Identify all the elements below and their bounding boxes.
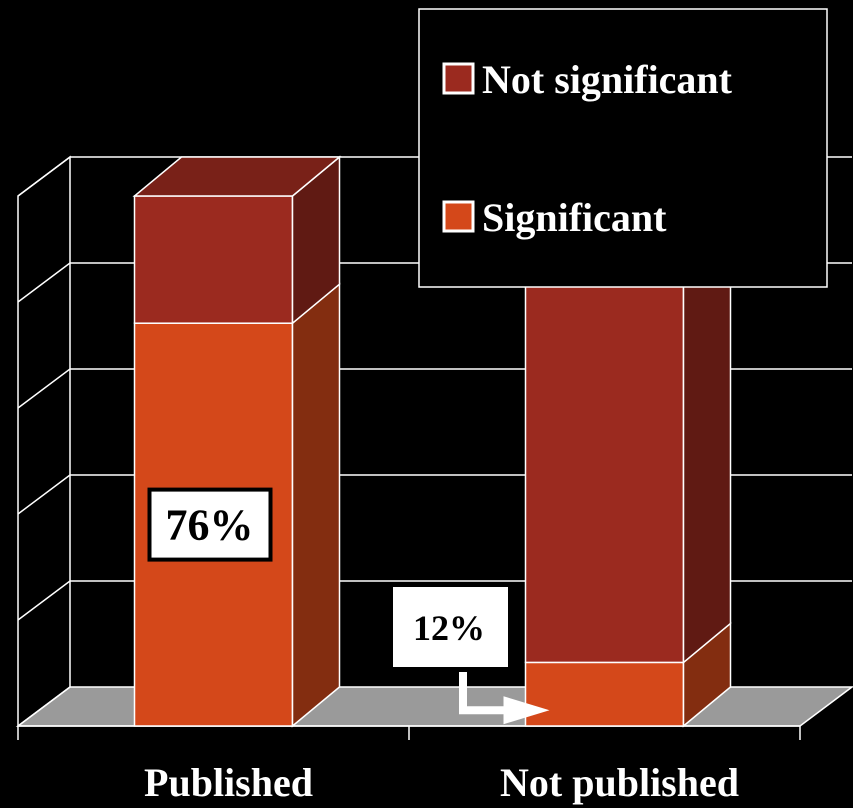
category-labels: Published Not published xyxy=(144,760,739,805)
bar-not-published-significant-front xyxy=(524,661,685,727)
data-label-published-significant: 76% xyxy=(147,487,273,562)
bar-not-published-significant xyxy=(524,621,732,728)
legend-swatch-not-significant xyxy=(442,62,475,95)
bar-stack-published xyxy=(132,155,342,728)
data-label-not-published-significant-arrow-shaft xyxy=(459,672,516,715)
data-label-not-published-significant-text: 12% xyxy=(413,608,485,648)
bar-published-not-significant-front xyxy=(133,195,294,324)
bar-published-not-significant-top xyxy=(132,156,342,197)
legend-swatch-significant xyxy=(442,200,475,233)
legend-box xyxy=(418,8,828,288)
bar-published-significant-side xyxy=(291,282,341,728)
legend-label-not-significant: Not significant xyxy=(482,57,733,102)
data-label-published-significant-text: 76% xyxy=(166,501,254,550)
legend-item-not-significant: Not significant xyxy=(442,57,733,102)
bar-published-not-significant xyxy=(132,155,342,325)
category-label-published: Published xyxy=(144,760,313,805)
category-label-not-published: Not published xyxy=(500,760,739,805)
legend-item-significant: Significant xyxy=(442,195,667,240)
chart-left-wall xyxy=(17,155,71,728)
data-label-not-published-significant-box xyxy=(391,585,510,669)
data-label-not-published-significant-arrow-head xyxy=(503,696,550,725)
data-label-published-significant-box xyxy=(147,487,273,562)
chart-legend: Not significant Significant xyxy=(418,8,828,288)
legend-label-significant: Significant xyxy=(482,195,667,240)
chart-data-labels: 76% 12% xyxy=(147,487,550,725)
data-label-not-published-significant: 12% xyxy=(391,585,550,725)
